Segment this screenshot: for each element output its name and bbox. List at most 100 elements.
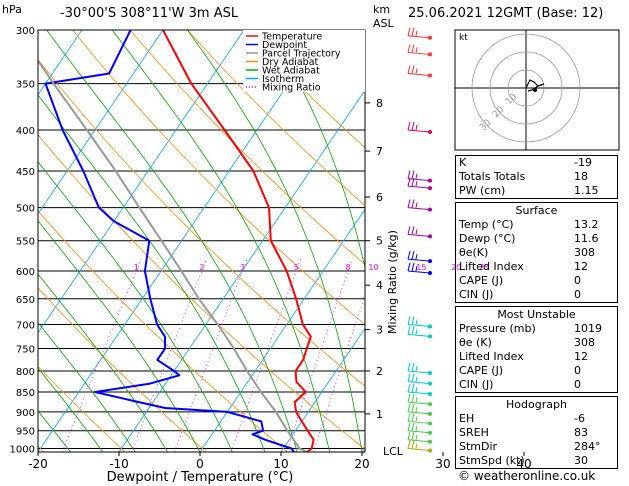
stat-value: 13.2 [574, 218, 599, 231]
stat-row: Lifted Index 12 [456, 260, 617, 274]
k-row: K -19 [456, 156, 617, 170]
stat-row: Lifted Index 12 [456, 350, 617, 364]
dry-adiabat [38, 58, 365, 387]
x-tick-label: -20 [28, 457, 48, 471]
wind-barb [407, 226, 432, 239]
pressure-tick-label: 750 [16, 345, 35, 356]
stat-label: θe (K) [459, 336, 492, 349]
wind-barb [407, 373, 432, 386]
dry-adiabat [187, 30, 365, 207]
wind-barb [407, 251, 432, 264]
pressure-tick-label: 950 [16, 427, 35, 438]
x-tick-label: 20 [354, 457, 369, 471]
mixing-ratio-label: 15 [416, 263, 426, 272]
stat-row: EH -6 [456, 412, 617, 426]
wind-barb [407, 403, 432, 416]
isotherm [118, 89, 365, 452]
dry-adiabat [38, 287, 207, 452]
wind-barb [407, 326, 432, 339]
tt-value: 18 [574, 170, 588, 183]
mixing-ratio-axis-label: Mixing Ratio (g/kg) [386, 230, 399, 334]
km-label: km [373, 3, 391, 16]
mixing-ratio-line [230, 259, 301, 452]
datetime-title: 25.06.2021 12GMT (Base: 12) [408, 6, 604, 21]
tt-row: Totals Totals 18 [456, 170, 617, 184]
isotherm [280, 327, 365, 452]
mixing-ratio-line [131, 259, 207, 452]
mixing-ratio-label: 5 [294, 263, 299, 272]
legend-label: Wet Adiabat [262, 66, 320, 77]
wet-adiabat [38, 322, 136, 452]
wind-barb [407, 422, 432, 435]
stat-value: 308 [574, 246, 595, 259]
pressure-tick-label: 650 [16, 295, 35, 306]
stat-label: SREH [459, 426, 489, 439]
hodograph-title: Hodograph [506, 398, 567, 411]
pressure-tick-label: 1000 [10, 445, 35, 456]
mixing-ratio-line [61, 259, 142, 452]
stat-row: StmDir 284° [456, 440, 617, 454]
stat-label: Dewp (°C) [459, 232, 516, 245]
isotherm [0, 30, 1, 452]
stat-label: CIN (J) [459, 378, 494, 391]
km-tick-label: 1 [376, 408, 383, 421]
stat-value: 0 [574, 288, 581, 301]
isotherm [38, 30, 326, 452]
stat-value: 0 [574, 378, 581, 391]
hpa-label: hPa [2, 3, 22, 16]
pw-row: PW (cm) 1.15 [456, 184, 617, 198]
mixing-ratio-label: 25 [479, 263, 489, 272]
stat-label: Temp (°C) [459, 218, 514, 231]
isotherm [199, 208, 365, 452]
legend-label: Temperature [261, 32, 322, 43]
mixing-ratio-line [286, 259, 353, 452]
hodograph-ring [471, 33, 581, 143]
stat-label: CAPE (J) [459, 364, 504, 377]
wind-barb [407, 44, 432, 57]
stat-label: Lifted Index [459, 350, 524, 363]
pressure-tick-label: 450 [16, 167, 35, 178]
wind-barb [407, 262, 432, 275]
x-tick-label: 40 [516, 457, 531, 471]
mixing-ratio-label: 3 [240, 263, 245, 272]
mixing-ratio-label: 1 [134, 263, 139, 272]
stat-value: 12 [574, 350, 588, 363]
hodograph-ring [489, 51, 563, 125]
location-title: -30°00'S 308°11'W 3m ASL [60, 6, 239, 21]
mixing-ratio-label: 10 [368, 263, 378, 272]
pw-value: 1.15 [574, 184, 599, 197]
pressure-tick-label: 850 [16, 388, 35, 399]
km-tick-label: 8 [376, 97, 383, 110]
mixing-ratio-label: 20 [451, 263, 461, 272]
hodograph-box: Hodograph EH -6 SREH 83 StmDir 284° StmSpd … [455, 396, 618, 469]
wet-adiabat [38, 94, 266, 452]
legend-label: Dry Adiabat [262, 57, 319, 68]
stat-value: 284° [574, 440, 601, 453]
stat-value: 12 [574, 260, 588, 273]
x-tick-label: 10 [273, 457, 288, 471]
wind-barb [407, 65, 432, 78]
wind-barb [407, 362, 432, 375]
k-value: -19 [574, 156, 592, 169]
legend-label: Mixing Ratio [262, 83, 321, 94]
km-tick-label: 7 [376, 145, 383, 158]
km-tick-label: 2 [376, 365, 383, 378]
tt-label: Totals Totals [459, 170, 526, 183]
stat-value: 11.6 [574, 232, 599, 245]
stat-label: θe(K) [459, 246, 489, 259]
dry-adiabat [38, 134, 365, 450]
pressure-tick-label: 350 [16, 80, 35, 91]
x-axis-label: Dewpoint / Temperature (°C) [107, 470, 294, 485]
stat-value: 1019 [574, 322, 602, 335]
km-tick-label: 6 [376, 191, 383, 204]
surface-title: Surface [515, 204, 558, 217]
stat-row: Dewp (°C) 11.6 [456, 232, 617, 246]
legend-box [243, 30, 365, 92]
wind-barb [407, 393, 432, 407]
dry-adiabat [38, 365, 126, 452]
stat-row: Pressure (mb) 1019 [456, 322, 617, 336]
x-tick-label: 0 [196, 457, 204, 471]
wet-adiabat [111, 30, 330, 452]
pressure-tick-label: 300 [16, 26, 35, 37]
wind-barb [407, 440, 432, 453]
